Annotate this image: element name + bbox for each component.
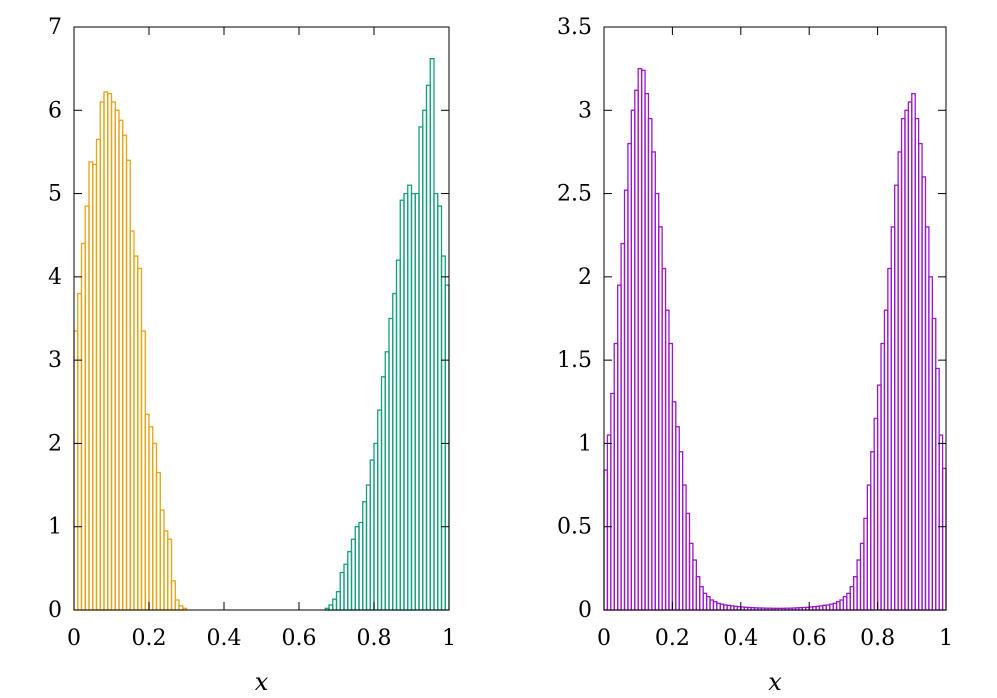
x-tick-label: 0.2 bbox=[132, 626, 167, 651]
y-tick-label: 0 bbox=[48, 598, 62, 623]
histogram-bar bbox=[444, 284, 450, 611]
x-axis-label: x bbox=[255, 668, 269, 696]
plot-frame bbox=[603, 26, 947, 611]
y-tick-label: 2 bbox=[578, 265, 592, 290]
histogram-bar bbox=[941, 467, 947, 611]
x-tick-label: 0.6 bbox=[282, 626, 317, 651]
x-tick-label: 0.8 bbox=[860, 626, 895, 651]
y-tick-label: 6 bbox=[48, 98, 62, 123]
series-0 bbox=[73, 91, 188, 611]
series-0 bbox=[603, 67, 947, 611]
y-tick-label: 3 bbox=[578, 98, 592, 123]
x-tick-label: 0 bbox=[67, 626, 81, 651]
y-tick-label: 0.5 bbox=[557, 515, 592, 540]
y-tick-label: 1 bbox=[578, 431, 592, 456]
x-tick-label: 1 bbox=[442, 626, 456, 651]
y-tick-label: 0 bbox=[578, 598, 592, 623]
series-1 bbox=[324, 58, 450, 611]
y-tick-label: 2.5 bbox=[557, 182, 592, 207]
y-tick-label: 1.5 bbox=[557, 348, 592, 373]
x-tick-label: 0.8 bbox=[357, 626, 392, 651]
x-tick-label: 0.6 bbox=[792, 626, 827, 651]
x-tick-label: 0.4 bbox=[207, 626, 242, 651]
y-tick-label: 4 bbox=[48, 265, 62, 290]
y-tick-label: 3.5 bbox=[557, 15, 592, 40]
y-tick-label: 5 bbox=[48, 182, 62, 207]
x-tick-label: 1 bbox=[939, 626, 953, 651]
x-tick-label: 0.2 bbox=[655, 626, 690, 651]
y-tick-label: 2 bbox=[48, 431, 62, 456]
y-tick-label: 1 bbox=[48, 515, 62, 540]
y-tick-label: 3 bbox=[48, 348, 62, 373]
x-tick-label: 0 bbox=[597, 626, 611, 651]
y-tick-label: 7 bbox=[48, 15, 62, 40]
x-axis-label: x bbox=[768, 668, 782, 696]
plot-frame bbox=[73, 26, 450, 611]
left-histogram-panel: 0 1 2 3 4 5 6 7 0 0.2 0.4 0.6 0.8 1 x bbox=[48, 15, 456, 696]
x-tick-label: 0.4 bbox=[723, 626, 758, 651]
right-histogram-panel: 0 0.5 1 1.5 2 2.5 3 3.5 0 0.2 0.4 0.6 0.8 1 x bbox=[557, 15, 953, 696]
